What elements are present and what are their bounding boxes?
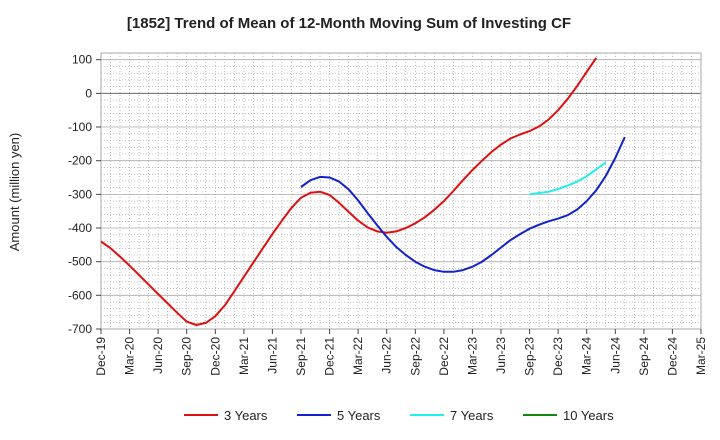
x-tick-label: Sep-22 [408,337,422,376]
y-tick-label: 100 [72,53,92,67]
y-tick-label: -700 [68,322,92,336]
series-lines [100,57,626,326]
legend-label: 5 Years [337,408,381,423]
x-tick-label: Dec-24 [665,337,679,376]
x-tick-label: Sep-21 [294,337,308,376]
grid [101,52,701,330]
series-line-3-years [100,57,598,326]
series-line-7-years [529,161,607,196]
plot-frame [100,52,702,330]
x-tick-label: Jun-21 [265,337,279,374]
x-tick-label: Mar-21 [237,337,251,375]
y-tick-label: -500 [68,255,92,269]
y-axis-label: Amount (million yen) [7,133,22,252]
x-tick-label: Mar-23 [465,337,479,375]
y-tick-label: -200 [68,154,92,168]
x-tick-label: Dec-22 [437,337,451,376]
x-tick-label: Dec-23 [551,337,565,376]
legend-label: 10 Years [563,408,614,423]
legend-label: 7 Years [450,408,494,423]
x-tick-label: Sep-24 [637,337,651,376]
y-tick-label: -300 [68,187,92,201]
x-tick-label: Mar-25 [694,337,708,375]
x-tick-label: Dec-21 [323,337,337,376]
x-tick-label: Mar-20 [123,337,137,375]
x-tick-label: Jun-22 [380,337,394,374]
y-tick-label: -600 [68,288,92,302]
x-tick-label: Jun-20 [151,337,165,374]
y-ticks: 100 0 -100 -200 -300 -400 -500 -600 -700 [68,53,101,336]
legend-label: 3 Years [224,408,268,423]
x-tick-label: Mar-24 [580,337,594,375]
x-tick-label: Dec-19 [94,337,108,376]
x-tick-label: Jun-23 [494,337,508,374]
y-tick-label: -400 [68,221,92,235]
y-tick-label: -100 [68,120,92,134]
x-tick-label: Dec-20 [208,337,222,376]
y-tick-label: 0 [85,86,92,100]
x-tick-label: Sep-20 [180,337,194,376]
series-line-5-years [300,136,626,273]
x-tick-label: Sep-23 [523,337,537,376]
legend: 3 Years 5 Years 7 Years 10 Years [184,408,614,423]
x-tick-label: Jun-24 [608,337,622,374]
x-tick-label: Mar-22 [351,337,365,375]
x-ticks: Dec-19 Mar-20 Jun-20 Sep-20 Dec-20 Mar-21 Jun-… [94,329,708,376]
chart-title: [1852] Trend of Mean of 12-Month Moving … [127,15,571,32]
